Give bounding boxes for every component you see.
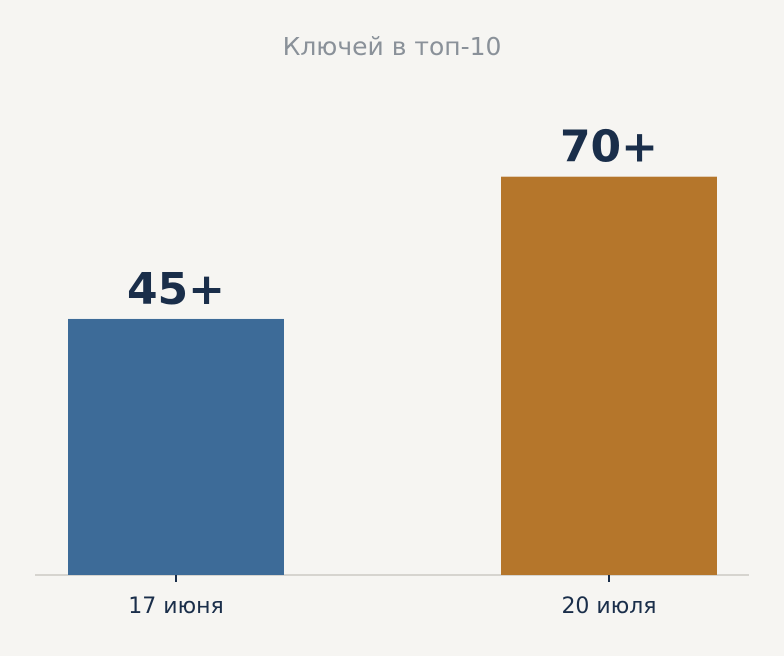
bar (68, 318, 284, 575)
value-label: 45+ (127, 264, 225, 315)
x-tick-label: 17 июня (128, 594, 223, 619)
chart-title: Ключей в топ-10 (283, 32, 502, 61)
x-tick-label: 20 июля (561, 594, 656, 619)
bar (501, 176, 717, 575)
value-label: 70+ (560, 122, 658, 173)
